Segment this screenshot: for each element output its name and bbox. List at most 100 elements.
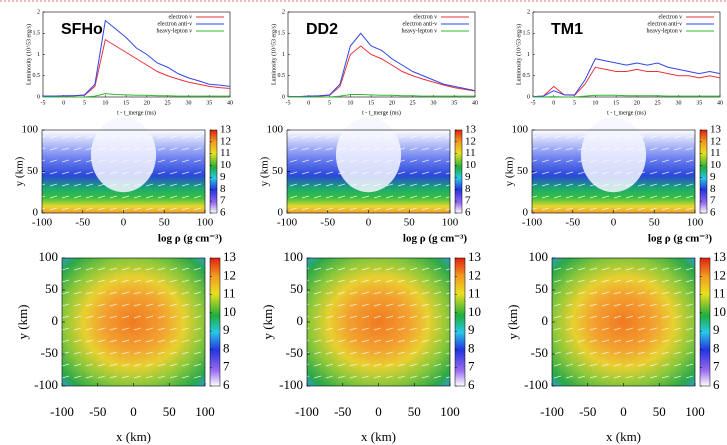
colorbar-tick-label: 12: [223, 267, 236, 282]
colorbar-tick-label: 12: [713, 267, 726, 282]
panel-title: TM1: [551, 21, 583, 38]
x-tick-label: 40: [227, 100, 233, 106]
y-tick-label: 1.5: [33, 31, 41, 37]
x-tick-label: 35: [451, 100, 457, 106]
x-tick-label: 20: [634, 100, 640, 106]
colorbar-tick-label: 8: [465, 183, 471, 195]
colorbar-tick-label: 8: [223, 340, 230, 355]
y-tick-label: 1.5: [278, 31, 286, 37]
colorbar-tick-label: 10: [465, 159, 477, 171]
colorbar-tick-label: 6: [465, 207, 471, 219]
x-tick-label: 50: [163, 404, 176, 419]
y-axis-label: y (km): [260, 304, 275, 339]
x-tick-label: -50: [334, 404, 351, 419]
y-tick-label: 2: [282, 9, 285, 15]
legend-label: heavy-lepton ν: [156, 28, 192, 34]
colorbar-label: log ρ (g cm⁻³): [403, 233, 468, 245]
colorbar: [699, 129, 708, 214]
x-tick-label: 40: [717, 100, 723, 106]
colorbar-tick-label: 11: [220, 147, 231, 159]
y-tick-label: 100: [529, 249, 549, 264]
colorbar-tick-label: 7: [220, 195, 226, 207]
y-tick-label: 0: [33, 207, 39, 219]
series-line: [43, 19, 231, 97]
x-tick-label: 0: [366, 217, 372, 229]
colorbar-tick-label: 6: [220, 207, 226, 219]
y-tick-label: 100: [39, 249, 59, 264]
y-tick-label: 1: [282, 52, 285, 58]
x-tick-label: 0: [620, 404, 627, 419]
x-tick-label: -5: [41, 100, 46, 106]
colorbar-tick-label: 7: [710, 195, 716, 207]
x-tick-label: 0: [307, 100, 310, 106]
y-axis-label: Luminosity (10^53 erg/s): [270, 24, 277, 85]
y-axis-label: y (km): [505, 304, 520, 339]
legend-label: heavy-lepton ν: [401, 28, 437, 34]
colorbar-tick-label: 13: [465, 124, 477, 136]
velocity-field: [552, 258, 695, 386]
x-tick-label: 40: [472, 100, 478, 106]
x-tick-label: -50: [565, 217, 580, 229]
x-tick-label: 25: [655, 100, 661, 106]
colorbar-tick-label: 13: [223, 249, 236, 264]
x-tick-label: -100: [540, 404, 564, 419]
y-tick-label: 0: [523, 207, 529, 219]
y-axis-label: y (km): [15, 304, 30, 339]
y-axis-label: y (km): [14, 156, 26, 186]
x-tick-label: 30: [430, 100, 436, 106]
x-tick-label: 50: [404, 217, 416, 229]
x-tick-label: 5: [83, 100, 86, 106]
colorbar-tick-label: 8: [220, 183, 226, 195]
x-tick-label: 30: [185, 100, 191, 106]
colorbar-tick-label: 11: [465, 147, 476, 159]
colorbar-tick-label: 10: [710, 159, 722, 171]
colorbar-tick-label: 9: [713, 322, 720, 337]
y-axis-label: y (km): [259, 156, 271, 186]
x-tick-label: -50: [320, 217, 335, 229]
colorbar-tick-label: 9: [223, 322, 230, 337]
colorbar-tick-label: 13: [713, 249, 726, 264]
colorbar-tick-label: 13: [710, 124, 722, 136]
velocity-field: [532, 130, 695, 213]
colorbar-tick-label: 10: [223, 304, 236, 319]
series-line: [43, 93, 230, 98]
x-tick-label: 50: [649, 217, 661, 229]
series-line: [533, 94, 720, 98]
velocity-field: [307, 258, 450, 386]
x-tick-label: 0: [121, 217, 127, 229]
y-tick-label: -50: [286, 345, 303, 360]
y-tick-label: 100: [284, 249, 304, 264]
x-tick-label: 10: [347, 100, 353, 106]
panel-title: SFHo: [61, 21, 103, 38]
legend-label: electron anti-ν: [157, 21, 192, 27]
y-tick-label: 0: [527, 94, 530, 100]
colorbar-tick-label: 7: [468, 359, 475, 374]
y-tick-label: 1: [527, 52, 530, 58]
y-tick-label: -50: [41, 345, 58, 360]
y-tick-label: 50: [272, 165, 284, 177]
legend-label: electron ν: [413, 14, 437, 20]
y-tick-label: 50: [535, 281, 548, 296]
y-tick-label: 0: [542, 313, 549, 328]
x-tick-label: 10: [102, 100, 108, 106]
colorbar-tick-label: 9: [710, 171, 716, 183]
colorbar-tick-label: 11: [223, 286, 236, 301]
colorbar: [699, 257, 711, 387]
x-tick-label: 50: [653, 404, 666, 419]
colorbar-tick-label: 6: [223, 377, 230, 392]
colorbar-tick-label: 9: [220, 171, 226, 183]
y-tick-label: 0.5: [523, 73, 531, 79]
colorbar-tick-label: 8: [468, 340, 475, 355]
colorbar-tick-label: 6: [713, 377, 720, 392]
colorbar: [454, 129, 463, 214]
colorbar-tick-label: 13: [468, 249, 481, 264]
x-tick-label: 15: [123, 100, 129, 106]
colorbar-tick-label: 11: [713, 286, 726, 301]
legend-label: electron anti-ν: [402, 21, 437, 27]
y-axis-label: y (km): [504, 156, 516, 186]
x-tick-label: 100: [685, 404, 705, 419]
y-tick-label: 50: [45, 281, 58, 296]
series-line: [288, 45, 476, 98]
x-tick-label: 100: [442, 217, 459, 229]
x-axis-label: x (km): [361, 429, 396, 444]
